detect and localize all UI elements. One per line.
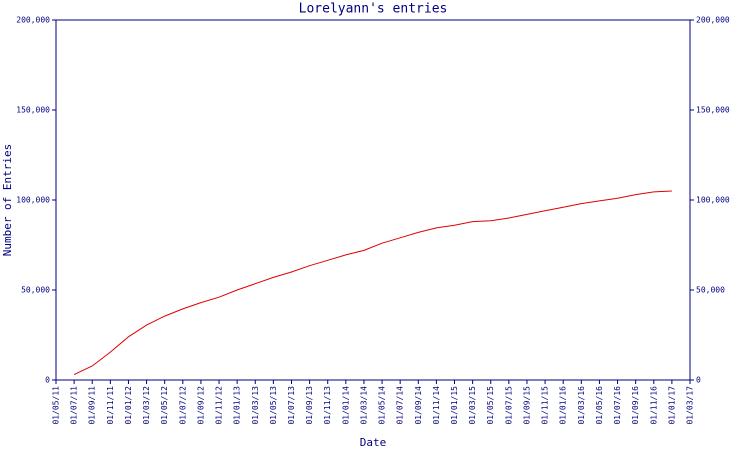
y2-tick-label: 200,000 xyxy=(696,16,730,25)
y-tick-label: 200,000 xyxy=(16,16,50,25)
x-tick-label: 01/11/15 xyxy=(541,386,550,425)
x-tick-label: 01/07/13 xyxy=(287,386,296,425)
x-tick-label: 01/07/14 xyxy=(396,386,405,425)
x-tick-label: 01/01/15 xyxy=(450,386,459,425)
x-tick-label: 01/03/14 xyxy=(359,386,368,425)
x-tick-label: 01/05/13 xyxy=(269,386,278,425)
chart-title: Lorelyann's entries xyxy=(299,2,448,17)
y-tick-label: 0 xyxy=(45,376,50,385)
x-tick-label: 01/01/12 xyxy=(124,386,133,425)
x-tick-label: 01/01/13 xyxy=(233,386,242,425)
x-tick-label: 01/05/12 xyxy=(160,386,169,425)
x-tick-label: 01/03/15 xyxy=(468,386,477,425)
y-tick-label: 50,000 xyxy=(21,286,50,295)
y2-tick-label: 100,000 xyxy=(696,196,730,205)
x-axis-label: Date xyxy=(360,436,387,449)
x-tick-label: 01/03/16 xyxy=(577,386,586,425)
x-tick-label: 01/11/11 xyxy=(106,386,115,425)
x-tick-label: 01/07/16 xyxy=(613,386,622,425)
x-tick-label: 01/09/12 xyxy=(196,386,205,425)
x-tick-label: 01/07/11 xyxy=(70,386,79,425)
x-tick-label: 01/03/13 xyxy=(251,386,260,425)
y2-tick-label: 150,000 xyxy=(696,106,730,115)
x-tick-label: 01/05/16 xyxy=(595,386,604,425)
x-tick-label: 01/09/15 xyxy=(522,386,531,425)
x-tick-label: 01/01/17 xyxy=(667,386,676,425)
x-tick-label: 01/11/13 xyxy=(323,386,332,425)
x-tick-label: 01/09/13 xyxy=(305,386,314,425)
x-tick-label: 01/09/16 xyxy=(631,386,640,425)
x-tick-label: 01/05/11 xyxy=(52,386,61,425)
x-tick-label: 01/09/11 xyxy=(88,386,97,425)
data-line xyxy=(73,190,672,376)
x-tick-label: 01/01/14 xyxy=(341,386,350,425)
x-tick-label: 01/03/12 xyxy=(142,386,151,425)
x-tick-label: 01/11/12 xyxy=(215,386,224,425)
y-axis-label: Number of Entries xyxy=(1,144,14,257)
x-tick-label: 01/01/16 xyxy=(559,386,568,425)
x-tick-label: 01/05/14 xyxy=(378,386,387,425)
x-tick-label: 01/05/15 xyxy=(486,386,495,425)
plot-frame xyxy=(55,19,691,381)
y2-tick-label: 50,000 xyxy=(696,286,725,295)
x-tick-label: 01/07/15 xyxy=(504,386,513,425)
x-tick-label: 01/11/14 xyxy=(432,386,441,425)
x-tick-label: 01/09/14 xyxy=(414,386,423,425)
y-tick-label: 150,000 xyxy=(16,106,50,115)
x-tick-label: 01/03/17 xyxy=(686,386,695,425)
x-tick-label: 01/07/12 xyxy=(178,386,187,425)
x-tick-label: 01/11/16 xyxy=(649,386,658,425)
y-tick-label: 100,000 xyxy=(16,196,50,205)
y2-tick-label: 0 xyxy=(696,376,701,385)
